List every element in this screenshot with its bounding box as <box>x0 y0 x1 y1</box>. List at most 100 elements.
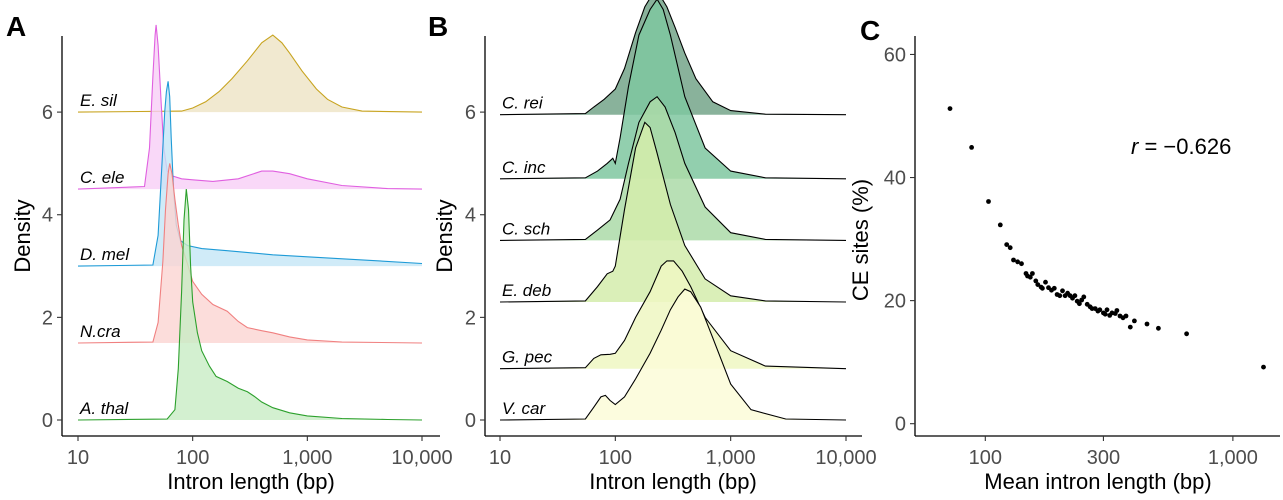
x-tick-label: 100 <box>969 447 1002 469</box>
scatter-point <box>1051 285 1057 291</box>
ridge-fill-a-thal <box>78 189 422 420</box>
y-tick-label: 20 <box>884 291 906 313</box>
scatter-point <box>1043 279 1048 285</box>
scatter-point <box>1011 257 1016 263</box>
panel-a-x-ticks: 10 100 1,000 10,000 <box>67 436 453 469</box>
scatter-point <box>997 222 1003 228</box>
scatter-point <box>986 199 991 204</box>
ridge-line-c-sch <box>499 95 847 241</box>
scatter-point <box>947 106 953 111</box>
panel-b-x-title: Intron length (bp) <box>589 469 757 494</box>
y-tick-label: 4 <box>42 205 53 227</box>
scatter-point <box>1035 282 1041 287</box>
panel-c-x-ticks: 100 300 1,000 <box>969 436 1258 469</box>
panel-c-y-ticks: 0 20 40 60 <box>884 44 915 436</box>
species-label-e-sil: E. sil <box>80 91 118 110</box>
x-tick-label: 1,000 <box>282 447 332 469</box>
panel-a-y-ticks: 0 2 4 6 <box>42 102 62 432</box>
scatter-point <box>1057 293 1063 299</box>
scatter-point <box>1030 271 1035 276</box>
species-label-g-pec: G. pec <box>502 348 553 367</box>
x-tick-label: 10,000 <box>815 447 876 469</box>
panel-c-y-title: CE sites (%) <box>848 179 873 301</box>
x-tick-label: 300 <box>1087 447 1120 469</box>
ridge-line-e-sil <box>77 34 423 113</box>
x-tick-label: 10 <box>489 447 511 469</box>
species-label-d-mel: D. mel <box>80 245 130 264</box>
y-tick-label: 6 <box>465 102 476 124</box>
panel-b-x-ticks: 10 100 1,000 10,000 <box>489 436 877 469</box>
y-tick-label: 0 <box>895 414 906 436</box>
ridge-line-a-thal <box>77 189 423 421</box>
scatter-point <box>1261 364 1266 370</box>
species-label-n-cra: N.cra <box>80 322 121 341</box>
ridge-line-e-deb <box>499 121 847 303</box>
scatter-point <box>1144 321 1150 327</box>
panel-b-y-title: Density <box>432 199 457 272</box>
scatter-point <box>1104 307 1110 313</box>
panel-a-ridges: E. sil C. ele D. mel N.cra A. thal <box>77 24 423 421</box>
scatter-point <box>1004 242 1010 248</box>
x-tick-label: 100 <box>176 447 209 469</box>
panel-b-y-ticks: 0 2 4 6 <box>465 102 485 432</box>
ridge-line-c-rei <box>499 0 847 116</box>
scatter-point <box>1081 294 1087 300</box>
scatter-point <box>969 145 974 150</box>
y-tick-label: 4 <box>465 205 476 227</box>
species-label-c-ele: C. ele <box>80 168 124 187</box>
scatter-point <box>1060 288 1065 294</box>
ridge-fill-c-sch <box>500 96 846 241</box>
ridge-fill-v-car <box>500 289 846 420</box>
y-tick-label: 6 <box>42 102 53 124</box>
ridge-line-c-inc <box>499 0 847 180</box>
scatter-point <box>1127 324 1133 330</box>
scatter-point <box>1114 308 1120 313</box>
y-tick-label: 2 <box>42 307 53 329</box>
panel-c-letter: C <box>860 15 880 46</box>
y-tick-label: 0 <box>465 410 476 432</box>
panel-a: A E. sil C. ele D. mel N.cra A. thal 10 100 1,… <box>6 11 453 494</box>
scatter-point <box>1040 285 1045 291</box>
y-tick-label: 2 <box>465 307 476 329</box>
species-label-e-deb: E. deb <box>502 281 551 300</box>
panel-c: C 100 300 1,000 0 20 40 60 r = −0.626 Mean in… <box>848 15 1280 494</box>
scatter-point <box>1033 278 1039 284</box>
species-label-v-car: V. car <box>502 399 546 418</box>
panel-c-x-title: Mean intron length (bp) <box>984 469 1211 494</box>
x-tick-label: 100 <box>599 447 632 469</box>
x-tick-label: 10 <box>67 447 89 469</box>
y-tick-label: 0 <box>42 410 53 432</box>
scatter-point <box>1102 311 1108 317</box>
scatter-point <box>1019 261 1024 267</box>
scatter-point <box>1027 274 1033 280</box>
x-tick-label: 1,000 <box>706 447 756 469</box>
correlation-value: = −0.626 <box>1138 134 1231 159</box>
ridge-fill-e-sil <box>78 35 422 113</box>
panel-a-x-title: Intron length (bp) <box>167 469 335 494</box>
y-tick-label: 60 <box>884 44 906 66</box>
panel-a-y-title: Density <box>10 199 35 272</box>
scatter-point <box>1072 293 1078 299</box>
ridge-line-g-pec <box>499 260 847 370</box>
panel-c-points <box>947 106 1266 370</box>
scatter-point <box>1077 301 1082 307</box>
scatter-point <box>1097 307 1103 313</box>
panel-b-ridges: C. rei C. inc C. sch E. deb G. pec V. car <box>499 0 847 421</box>
scatter-point <box>1123 313 1129 319</box>
panel-b: B C. rei C. inc C. sch E. deb G. pec V. car 1… <box>428 0 877 494</box>
scatter-point <box>1015 259 1020 265</box>
species-label-c-inc: C. inc <box>502 158 546 177</box>
scatter-point <box>1007 245 1013 251</box>
panel-a-letter: A <box>6 11 26 42</box>
correlation-symbol: r <box>1131 134 1140 159</box>
species-label-a-thal: A. thal <box>79 399 129 418</box>
species-label-c-sch: C. sch <box>502 219 550 238</box>
ridge-fill-c-inc <box>500 0 846 179</box>
x-tick-label: 10,000 <box>391 447 452 469</box>
ridge-fill-n-cra <box>78 163 422 343</box>
scatter-point <box>1184 331 1189 337</box>
y-tick-label: 40 <box>884 168 906 190</box>
ridge-line-c-ele <box>77 24 423 190</box>
panel-b-letter: B <box>428 11 448 42</box>
